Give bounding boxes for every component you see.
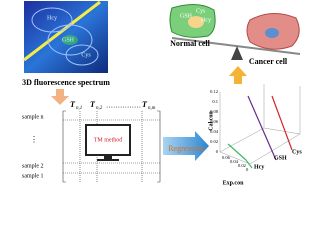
down-arrow bbox=[51, 89, 69, 105]
cell-mark: GSH bbox=[180, 13, 193, 19]
y-tick-label: 0.06 bbox=[210, 119, 219, 124]
column-index: n,2 bbox=[96, 106, 103, 111]
x-tick-label: 0.02 bbox=[238, 163, 246, 168]
y-tick-label: 0 bbox=[216, 149, 219, 154]
column-index: n,m bbox=[148, 106, 156, 111]
row-gap: ⋮ bbox=[30, 135, 38, 144]
monitor bbox=[85, 124, 131, 161]
cell-mark: Hcy bbox=[201, 17, 211, 23]
column-symbol: T bbox=[142, 100, 148, 109]
row-label: sample 2 bbox=[22, 163, 44, 169]
row-label: sample 1 bbox=[22, 173, 44, 179]
plot-frame bbox=[219, 84, 301, 165]
series-label: Hcy bbox=[254, 164, 264, 170]
spectrum-image bbox=[23, 0, 108, 73]
cell-mark: Cys bbox=[196, 8, 206, 14]
y-axis-label: Cal.con bbox=[208, 111, 214, 131]
spectrum-mark: GSH bbox=[62, 37, 75, 43]
matrix-grid bbox=[62, 110, 161, 183]
series-label: GSH bbox=[274, 155, 287, 161]
column-index: n,1 bbox=[76, 106, 82, 111]
regression-arrow bbox=[163, 131, 209, 161]
plot-lines bbox=[227, 95, 293, 169]
balance bbox=[171, 37, 301, 60]
spectrum-mark: Hcy bbox=[47, 15, 57, 21]
row-label: sample n bbox=[22, 114, 44, 120]
series-label: Cys bbox=[292, 149, 302, 155]
column-symbol: T bbox=[70, 100, 76, 109]
x-axis-label: Exp.con bbox=[223, 180, 245, 186]
normal-cell bbox=[169, 4, 216, 38]
spectrum-mark: Cys bbox=[81, 52, 91, 58]
y-tick-label: 0.04 bbox=[210, 129, 219, 134]
x-tick-label: 0 bbox=[246, 167, 249, 172]
y-tick-label: 0.08 bbox=[210, 109, 219, 114]
normal-cell-label: Normal cell bbox=[170, 39, 211, 48]
method-label: TM method bbox=[94, 137, 123, 143]
y-tick-label: 0.12 bbox=[210, 89, 218, 94]
y-tick-label: 0.02 bbox=[210, 139, 218, 144]
x-ticks: 0.060.040.020 bbox=[222, 155, 249, 172]
y-ticks: 0.12 0.1 0.08 0.06 0.04 0.02 0 bbox=[210, 89, 219, 154]
column-symbol: T bbox=[90, 100, 96, 109]
cancer-cell bbox=[246, 13, 300, 50]
spectrum-label: 3D fluorescence spectrum bbox=[22, 78, 110, 87]
regression-label: Regression bbox=[168, 144, 204, 153]
column-gap: …………… bbox=[106, 102, 141, 110]
x-tick-label: 0.06 bbox=[222, 155, 231, 160]
figure: Hcy GSH Cys 3D fluorescence spectrum T n… bbox=[22, 0, 302, 186]
matrix-header: T n,1 T n,2 …………… T n,m bbox=[70, 100, 156, 111]
cancer-cell-label: Cancer cell bbox=[249, 57, 288, 66]
y-tick-label: 0.1 bbox=[212, 99, 218, 104]
x-tick-label: 0.04 bbox=[230, 159, 239, 164]
up-arrow bbox=[229, 66, 247, 84]
